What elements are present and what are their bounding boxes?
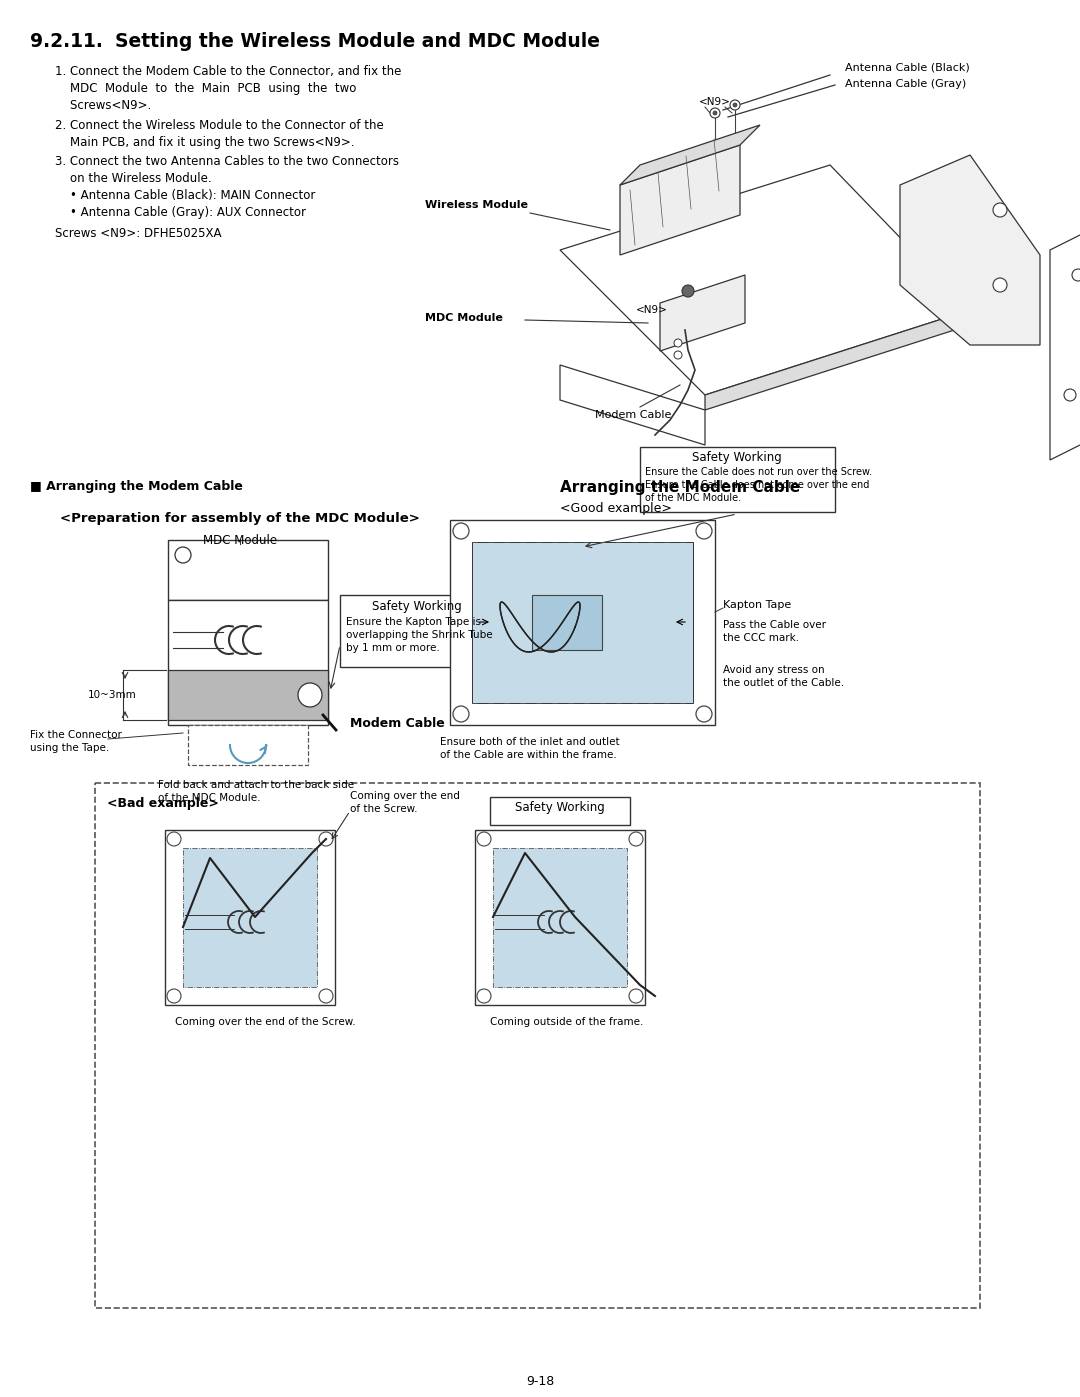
Text: Ensure the Cable does not run over the Screw.
Ensure the Cable does not come ove: Ensure the Cable does not run over the S… xyxy=(645,467,873,503)
Text: Ensure both of the inlet and outlet
of the Cable are within the frame.: Ensure both of the inlet and outlet of t… xyxy=(440,738,620,760)
Bar xyxy=(183,848,318,988)
Circle shape xyxy=(993,278,1007,292)
Circle shape xyxy=(167,833,181,847)
Text: <Bad example>: <Bad example> xyxy=(107,798,219,810)
Circle shape xyxy=(681,285,694,298)
Text: <Good example>: <Good example> xyxy=(561,502,672,515)
Text: Coming over the end
of the Screw.: Coming over the end of the Screw. xyxy=(350,791,460,814)
Text: <N9>: <N9> xyxy=(636,305,667,314)
Text: Safety Working: Safety Working xyxy=(373,599,462,613)
Text: Fix the Connector
using the Tape.: Fix the Connector using the Tape. xyxy=(30,731,122,753)
Text: Antenna Cable (Gray): Antenna Cable (Gray) xyxy=(845,80,967,89)
Text: 10~3mm: 10~3mm xyxy=(87,690,137,700)
Circle shape xyxy=(453,522,469,539)
Circle shape xyxy=(730,101,740,110)
Circle shape xyxy=(733,103,737,108)
Text: Modem Cable: Modem Cable xyxy=(595,409,672,420)
Circle shape xyxy=(629,833,643,847)
Text: Modem Cable: Modem Cable xyxy=(350,717,445,731)
Bar xyxy=(188,725,308,766)
Text: Kapton Tape: Kapton Tape xyxy=(723,599,792,610)
Circle shape xyxy=(298,683,322,707)
Circle shape xyxy=(175,548,191,563)
Circle shape xyxy=(713,110,717,115)
Circle shape xyxy=(696,522,712,539)
Bar xyxy=(492,848,627,988)
Bar xyxy=(165,830,335,1004)
Polygon shape xyxy=(660,275,745,351)
Circle shape xyxy=(453,705,469,722)
Bar xyxy=(168,541,328,599)
Text: <N9>: <N9> xyxy=(699,96,731,108)
Polygon shape xyxy=(705,310,970,409)
Bar xyxy=(168,599,328,725)
Bar xyxy=(450,520,715,725)
Text: Coming over the end of the Screw.: Coming over the end of the Screw. xyxy=(175,1017,355,1027)
Circle shape xyxy=(629,989,643,1003)
Polygon shape xyxy=(1050,225,1080,460)
Text: Fold back and attach to the back side
of the MDC Module.: Fold back and attach to the back side of… xyxy=(158,780,354,803)
Text: 2. Connect the Wireless Module to the Connector of the
    Main PCB, and fix it : 2. Connect the Wireless Module to the Co… xyxy=(55,119,383,149)
Circle shape xyxy=(1064,388,1076,401)
Text: 9.2.11.: 9.2.11. xyxy=(30,32,103,52)
Text: Setting the Wireless Module and MDC Module: Setting the Wireless Module and MDC Modu… xyxy=(114,32,600,52)
Circle shape xyxy=(1072,270,1080,281)
Text: MDC Module: MDC Module xyxy=(426,313,503,323)
Text: Ensure the Kapton Tape is
overlapping the Shrink Tube
by 1 mm or more.: Ensure the Kapton Tape is overlapping th… xyxy=(346,617,492,654)
Bar xyxy=(472,542,693,703)
Text: Wireless Module: Wireless Module xyxy=(426,200,528,210)
Polygon shape xyxy=(620,124,760,184)
Text: Avoid any stress on
the outlet of the Cable.: Avoid any stress on the outlet of the Ca… xyxy=(723,665,845,689)
Bar xyxy=(532,595,602,650)
Polygon shape xyxy=(561,165,970,395)
Text: Antenna Cable (Black): Antenna Cable (Black) xyxy=(845,63,970,73)
Circle shape xyxy=(674,339,681,346)
Text: Coming outside of the frame.: Coming outside of the frame. xyxy=(490,1017,644,1027)
Circle shape xyxy=(696,705,712,722)
Polygon shape xyxy=(900,155,1040,345)
Bar xyxy=(340,595,495,666)
Text: 1. Connect the Modem Cable to the Connector, and fix the
    MDC  Module  to  th: 1. Connect the Modem Cable to the Connec… xyxy=(55,66,402,112)
Text: MDC Module: MDC Module xyxy=(203,534,278,548)
Bar xyxy=(490,798,630,826)
Text: Pass the Cable over
the CCC mark.: Pass the Cable over the CCC mark. xyxy=(723,620,826,643)
Text: Screws <N9>: DFHE5025XA: Screws <N9>: DFHE5025XA xyxy=(55,226,221,240)
Circle shape xyxy=(674,351,681,359)
Text: 9-18: 9-18 xyxy=(526,1375,554,1389)
Bar xyxy=(95,782,980,1308)
Bar xyxy=(475,830,645,1004)
Polygon shape xyxy=(620,145,740,256)
Text: ■ Arranging the Modem Cable: ■ Arranging the Modem Cable xyxy=(30,481,243,493)
Text: 3. Connect the two Antenna Cables to the two Connectors
    on the Wireless Modu: 3. Connect the two Antenna Cables to the… xyxy=(55,155,399,219)
Text: <Preparation for assembly of the MDC Module>: <Preparation for assembly of the MDC Mod… xyxy=(60,511,420,525)
Circle shape xyxy=(319,833,333,847)
Text: Arranging the Modem Cable: Arranging the Modem Cable xyxy=(561,481,800,495)
Polygon shape xyxy=(561,365,705,446)
Bar xyxy=(168,671,328,719)
Text: Safety Working: Safety Working xyxy=(692,451,782,464)
Circle shape xyxy=(477,833,491,847)
Circle shape xyxy=(710,108,720,117)
Text: Safety Working: Safety Working xyxy=(515,800,605,814)
Bar xyxy=(640,447,835,511)
Circle shape xyxy=(319,989,333,1003)
Circle shape xyxy=(993,203,1007,217)
Circle shape xyxy=(477,989,491,1003)
Circle shape xyxy=(167,989,181,1003)
